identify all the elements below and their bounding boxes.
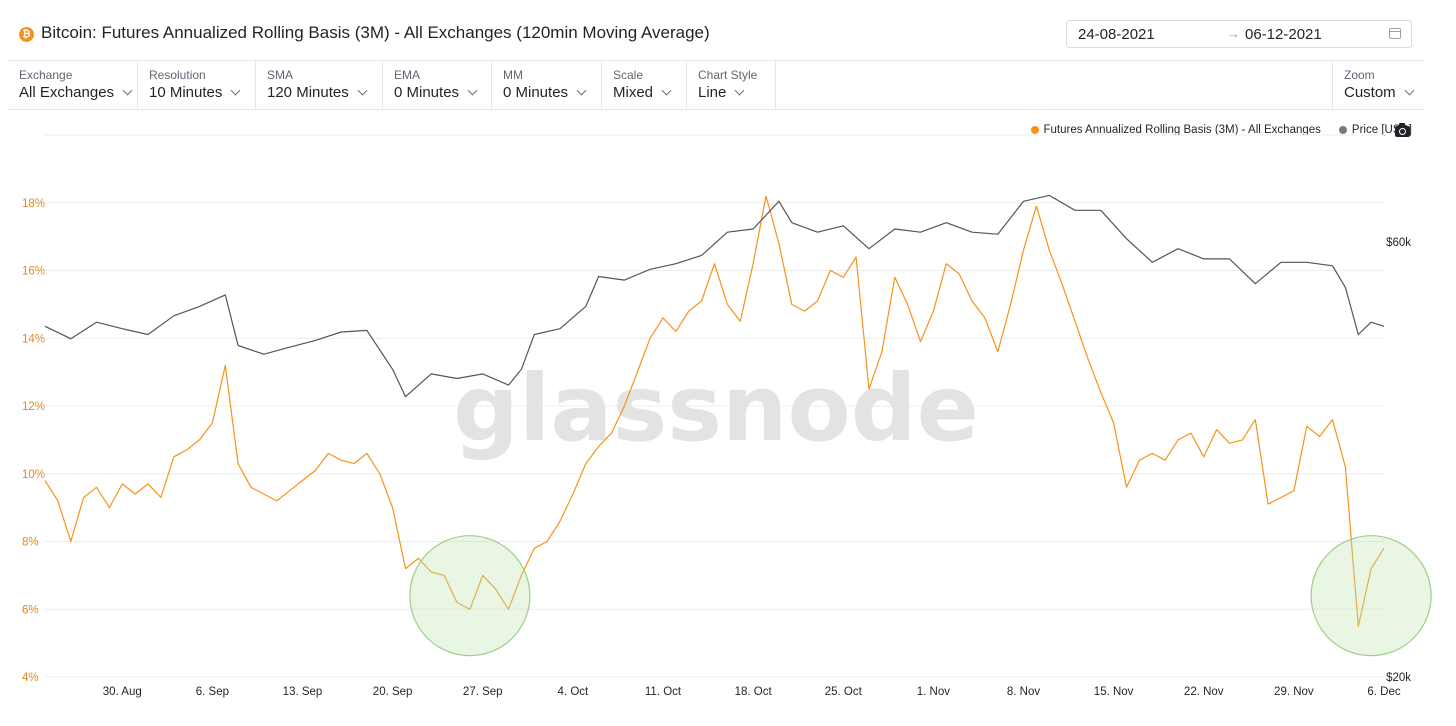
y-right-tick-label: $20k <box>1386 672 1411 684</box>
zoom-select[interactable]: Zoom Custom <box>1332 61 1424 109</box>
chart-header: ₿ Bitcoin: Futures Annualized Rolling Ba… <box>0 0 1456 60</box>
arrow-right-icon: → <box>1227 26 1240 41</box>
basis-series-line <box>44 195 1385 627</box>
x-tick-label: 13. Sep <box>283 686 323 698</box>
control-label: Exchange <box>19 68 73 82</box>
control-label: SMA <box>267 68 294 82</box>
bitcoin-icon: ₿ <box>19 27 34 42</box>
y-left-tick-label: 8% <box>22 537 39 549</box>
control-label: Zoom <box>1344 68 1375 82</box>
highlight-circle <box>409 535 531 657</box>
legend-item-basis[interactable]: Futures Annualized Rolling Basis (3M) - … <box>1030 124 1321 136</box>
date-range-picker[interactable]: 24-08-2021 → 06-12-2021 <box>1066 20 1412 48</box>
x-tick-label: 29. Nov <box>1274 686 1314 698</box>
control-label: Resolution <box>149 68 206 82</box>
calendar-icon[interactable] <box>1389 28 1401 39</box>
price-series-line <box>44 194 1385 398</box>
exchange-select[interactable]: Exchange All Exchanges <box>8 61 138 109</box>
control-label: MM <box>503 68 523 82</box>
x-tick-label: 27. Sep <box>463 686 503 698</box>
x-tick-label: 11. Oct <box>645 686 682 698</box>
date-start-input[interactable]: 24-08-2021 <box>1078 26 1155 43</box>
y-left-tick-label: 4% <box>22 672 39 684</box>
y-left-tick-label: 10% <box>22 469 45 481</box>
y-right-tick-label: $60k <box>1386 237 1411 249</box>
control-value: All Exchanges <box>19 84 115 101</box>
control-value: Mixed <box>613 84 654 101</box>
sma-select[interactable]: SMA 120 Minutes <box>256 61 383 109</box>
legend-swatch <box>1030 126 1039 134</box>
control-value: 0 Minutes <box>503 84 569 101</box>
x-tick-label: 6. Sep <box>196 686 229 698</box>
camera-icon[interactable] <box>1395 123 1410 137</box>
chart-controls-bar: Exchange All Exchanges Resolution 10 Min… <box>8 60 1424 110</box>
x-tick-label: 6. Dec <box>1367 686 1400 698</box>
x-tick-label: 1. Nov <box>917 686 950 698</box>
legend-swatch <box>1338 126 1347 134</box>
resolution-select[interactable]: Resolution 10 Minutes <box>138 61 256 109</box>
y-left-tick-label: 6% <box>22 604 39 616</box>
control-value: Custom <box>1344 84 1396 101</box>
x-tick-label: 4. Oct <box>558 686 589 698</box>
control-value: 120 Minutes <box>267 84 349 101</box>
mm-select[interactable]: MM 0 Minutes <box>492 61 602 109</box>
control-label: EMA <box>394 68 421 82</box>
glassnode-watermark: glassnode <box>453 355 979 462</box>
scale-select[interactable]: Scale Mixed <box>602 61 687 109</box>
x-tick-label: 8. Nov <box>1007 686 1040 698</box>
x-tick-label: 20. Sep <box>373 686 413 698</box>
page-title: Bitcoin: Futures Annualized Rolling Basi… <box>41 23 710 42</box>
control-value: Line <box>698 84 727 101</box>
x-tick-label: 30. Aug <box>103 686 142 698</box>
control-value: 0 Minutes <box>394 84 460 101</box>
x-tick-label: 18. Oct <box>735 686 773 698</box>
control-value: 10 Minutes <box>149 84 223 101</box>
y-left-tick-label: 12% <box>22 401 45 413</box>
control-label: Scale <box>613 68 644 82</box>
chart-style-select[interactable]: Chart Style Line <box>687 61 776 109</box>
y-left-tick-label: 16% <box>22 266 45 278</box>
legend-label: Futures Annualized Rolling Basis (3M) - … <box>1043 124 1321 136</box>
y-left-tick-label: 14% <box>22 333 45 345</box>
x-tick-label: 15. Nov <box>1094 686 1134 698</box>
x-tick-label: 25. Oct <box>825 686 863 698</box>
ema-select[interactable]: EMA 0 Minutes <box>383 61 492 109</box>
x-tick-label: 22. Nov <box>1184 686 1224 698</box>
control-label: Chart Style <box>698 68 758 82</box>
highlight-circle <box>1310 535 1432 657</box>
y-left-tick-label: 18% <box>22 198 45 210</box>
date-end-input[interactable]: 06-12-2021 <box>1245 26 1322 43</box>
